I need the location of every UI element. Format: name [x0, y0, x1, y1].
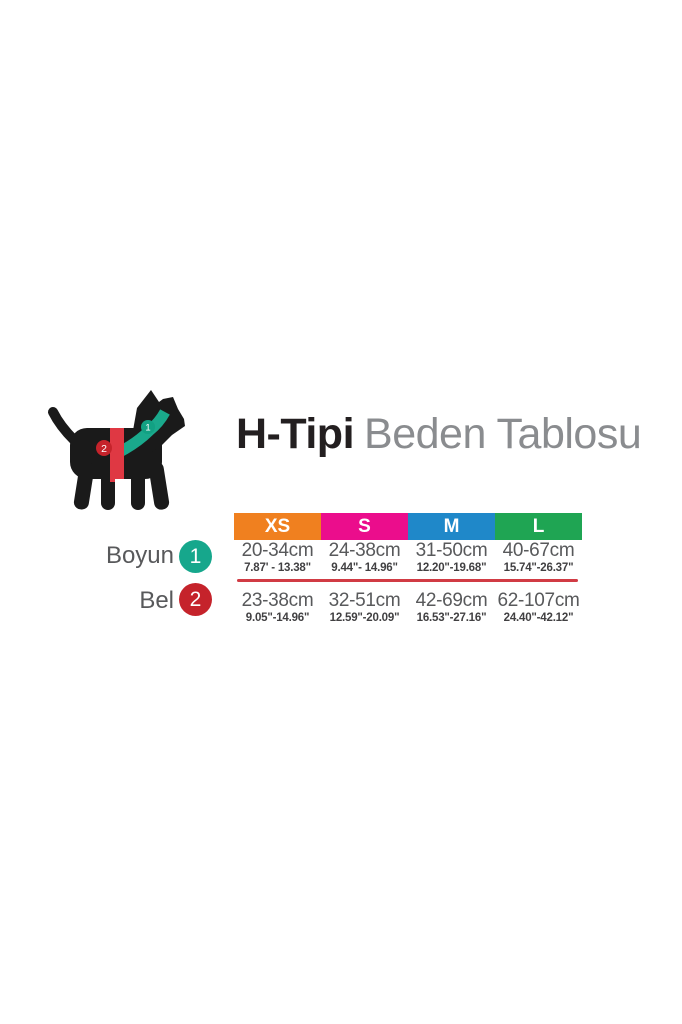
- value-inches: 7.87' - 13.38": [244, 562, 311, 574]
- cell-boyun-m: 31-50cm 12.20"-19.68": [408, 541, 495, 575]
- cell-bel-m: 42-69cm 16.53"-27.16": [408, 591, 495, 625]
- cell-boyun-s: 24-38cm 9.44"- 14.96": [321, 541, 408, 575]
- value-inches: 16.53"-27.16": [416, 612, 487, 624]
- size-header-xs: XS: [234, 513, 321, 540]
- cell-boyun-l: 40-67cm 15.74"-26.37": [495, 541, 582, 575]
- table-row-bel: 23-38cm 9.05"-14.96" 32-51cm 12.59"-20.0…: [234, 591, 582, 625]
- waist-band: [110, 426, 124, 482]
- row-label-bel: Bel: [139, 587, 174, 614]
- value-inches: 9.44"- 14.96": [331, 562, 398, 574]
- cell-bel-s: 32-51cm 12.59"-20.09": [321, 591, 408, 625]
- value-cm: 23-38cm: [241, 590, 314, 611]
- value-cm: 42-69cm: [415, 590, 488, 611]
- page-title: H-Tipi Beden Tablosu: [236, 410, 642, 458]
- value-inches: 12.59"-20.09": [329, 612, 400, 624]
- table-row-boyun: 20-34cm 7.87' - 13.38" 24-38cm 9.44"- 14…: [234, 541, 582, 575]
- dog-leg: [148, 461, 170, 510]
- value-inches: 9.05"-14.96": [245, 612, 310, 624]
- value-inches: 24.40"-42.12": [503, 612, 574, 624]
- value-cm: 32-51cm: [328, 590, 401, 611]
- row-separator-line: [237, 579, 578, 582]
- title-subtitle: Beden Tablosu: [364, 410, 642, 458]
- neck-marker-number: 1: [145, 422, 150, 433]
- row-marker-bel: 2: [179, 583, 212, 616]
- waist-marker-number: 2: [101, 443, 107, 455]
- neck-marker-circle: [141, 420, 155, 434]
- value-inches: 12.20"-19.68": [416, 562, 487, 574]
- size-header-s: S: [321, 513, 408, 540]
- row-marker-boyun: 1: [179, 540, 212, 573]
- value-inches: 15.74"-26.37": [503, 562, 574, 574]
- cell-bel-l: 62-107cm 24.40"-42.12": [495, 591, 582, 625]
- value-cm: 62-107cm: [497, 590, 580, 611]
- dog-harness-illustration: 1 2: [48, 390, 185, 510]
- row-label-boyun: Boyun: [105, 542, 174, 569]
- dog-leg: [73, 461, 95, 510]
- value-cm: 24-38cm: [328, 540, 401, 561]
- dog-tail: [48, 407, 79, 445]
- value-cm: 20-34cm: [241, 540, 314, 561]
- cell-bel-xs: 23-38cm 9.05"-14.96": [234, 591, 321, 625]
- waist-marker-circle: [96, 440, 112, 456]
- product-name: H-Tipi: [236, 410, 355, 458]
- size-header-l: L: [495, 513, 582, 540]
- dog-leg: [131, 468, 145, 510]
- size-header-row: XS S M L: [234, 513, 582, 540]
- size-header-m: M: [408, 513, 495, 540]
- value-cm: 40-67cm: [502, 540, 575, 561]
- cell-boyun-xs: 20-34cm 7.87' - 13.38": [234, 541, 321, 575]
- value-cm: 31-50cm: [415, 540, 488, 561]
